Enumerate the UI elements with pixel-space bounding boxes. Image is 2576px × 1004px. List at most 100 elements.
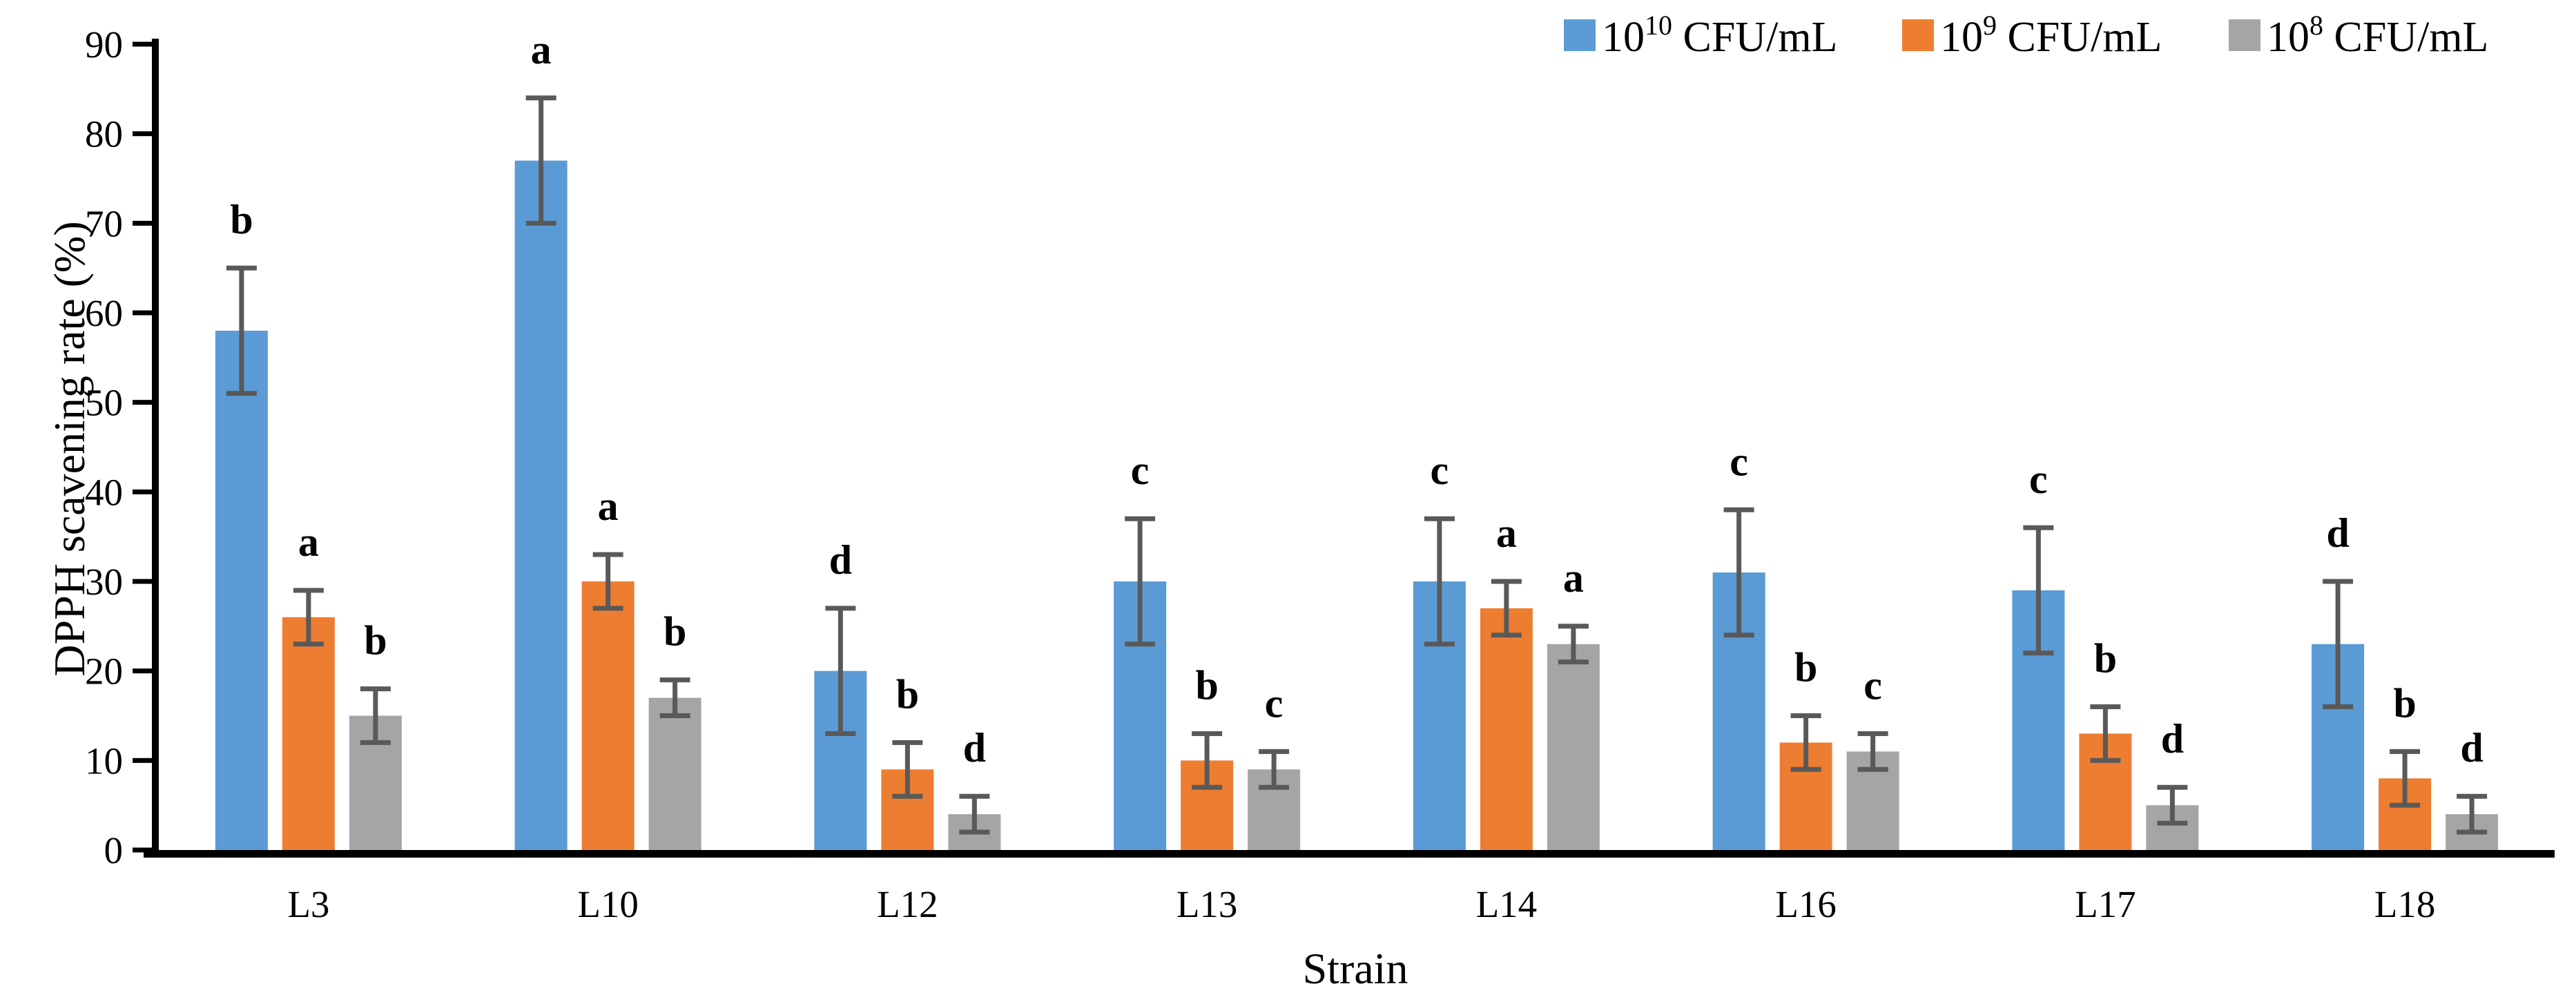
error-bar-cap-top (2323, 579, 2354, 584)
x-category-label: L17 (2075, 883, 2136, 925)
y-tick (133, 668, 152, 674)
error-bar-cap-bottom (592, 606, 623, 611)
significance-letter: d (2460, 725, 2483, 771)
legend-label: 108 CFU/mL (2267, 10, 2488, 61)
y-tick-label: 30 (85, 561, 123, 603)
y-tick-label: 80 (85, 113, 123, 155)
x-category-label: L14 (1476, 883, 1538, 925)
error-bar-cap-bottom (1192, 784, 1223, 790)
significance-letter: c (1131, 447, 1150, 493)
error-bar (306, 590, 311, 644)
significance-letter: c (1730, 438, 1748, 484)
error-bar (2102, 706, 2108, 761)
error-bar-cap-top (2090, 704, 2121, 710)
error-bar (2035, 528, 2041, 653)
error-bar-cap-top (892, 740, 923, 745)
significance-letter: a (598, 483, 619, 529)
error-bar-cap-bottom (2390, 802, 2421, 808)
legend-swatch (1564, 19, 1596, 51)
error-bar (2469, 796, 2475, 833)
y-tick-label: 40 (85, 471, 123, 513)
legend-swatch (2229, 19, 2260, 51)
error-bar (1803, 715, 1809, 770)
significance-letter: b (1195, 662, 1218, 708)
error-bar (1137, 519, 1143, 644)
error-bar-cap-top (2023, 525, 2054, 530)
error-bar-cap-top (1424, 516, 1455, 521)
y-axis-title: DPPH scavening rate (%) (45, 221, 94, 676)
x-category-label: L10 (577, 883, 639, 925)
error-bar (971, 796, 977, 833)
error-bar-cap-top (360, 686, 391, 692)
bar-L14-series2 (1480, 608, 1533, 850)
x-category-label: L18 (2374, 883, 2436, 925)
significance-letter: d (2326, 510, 2349, 556)
significance-letter: a (1563, 555, 1584, 601)
error-bar (1736, 510, 1742, 635)
y-tick (133, 757, 152, 763)
error-bar-cap-bottom (959, 829, 990, 835)
legend-item: 108 CFU/mL (2229, 10, 2488, 61)
bar-L3-series2 (282, 617, 335, 850)
error-bar (837, 608, 843, 734)
significance-letter: a (531, 27, 552, 73)
y-tick-label: 0 (104, 829, 124, 871)
error-bar-cap-bottom (892, 793, 923, 799)
error-bar-cap-bottom (825, 731, 856, 736)
significance-letter: b (896, 671, 919, 717)
error-bar-cap-bottom (360, 740, 391, 745)
error-bar-cap-top (959, 793, 990, 799)
error-bar (2335, 581, 2341, 707)
legend-item: 109 CFU/mL (1902, 10, 2162, 61)
error-bar-cap-top (825, 606, 856, 611)
y-tick-label: 90 (85, 23, 123, 66)
error-bar (1870, 733, 1876, 770)
legend-item: 1010 CFU/mL (1564, 10, 1837, 61)
error-bar-cap-bottom (1558, 659, 1589, 665)
y-tick-label: 20 (85, 650, 123, 693)
legend-label: 1010 CFU/mL (1602, 10, 1837, 61)
error-bar-cap-bottom (1491, 633, 1522, 638)
bar-L10-series3 (648, 697, 701, 850)
error-bar-cap-bottom (2090, 757, 2121, 763)
error-bar-cap-top (659, 677, 690, 683)
significance-letter: b (2094, 636, 2117, 682)
error-bar-cap-bottom (1259, 784, 1290, 790)
bar-L14-series3 (1547, 644, 1600, 850)
error-bar (539, 97, 544, 224)
error-bar-cap-bottom (2023, 650, 2054, 656)
y-tick-label: 10 (85, 740, 123, 782)
y-tick (133, 41, 152, 47)
significance-letter: c (1265, 680, 1284, 726)
y-tick (133, 847, 152, 853)
error-bar-cap-bottom (1857, 766, 1888, 772)
error-bar (1571, 626, 1576, 662)
significance-letter: b (664, 609, 686, 655)
error-bar (2402, 751, 2408, 806)
error-bar-cap-top (1192, 731, 1223, 736)
x-category-label: L3 (287, 883, 329, 925)
error-bar (672, 679, 678, 716)
error-bar-cap-top (293, 588, 324, 593)
error-bar-cap-bottom (2157, 820, 2188, 826)
y-tick (133, 220, 152, 226)
bar-L3-series1 (215, 330, 268, 850)
error-bar-cap-top (1491, 579, 1522, 584)
error-bar-cap-top (1857, 731, 1888, 736)
significance-letter: c (2029, 456, 2048, 502)
significance-letter: b (230, 197, 253, 242)
x-axis-title: Strain (1303, 944, 1408, 993)
error-bar-cap-bottom (1790, 766, 1821, 772)
significance-letter: b (364, 618, 387, 664)
y-tick (133, 489, 152, 494)
x-category-label: L13 (1176, 883, 1238, 925)
error-bar (606, 554, 611, 608)
y-tick (133, 400, 152, 405)
y-axis-spine (152, 39, 159, 858)
error-bar-cap-bottom (2457, 829, 2488, 835)
axes-layer: 0 10 20 30 40 50 60 70 80 90 L3 L10 L12 L13 L14 L16 L17 L… (85, 23, 2555, 925)
bar-L10-series2 (581, 581, 635, 850)
